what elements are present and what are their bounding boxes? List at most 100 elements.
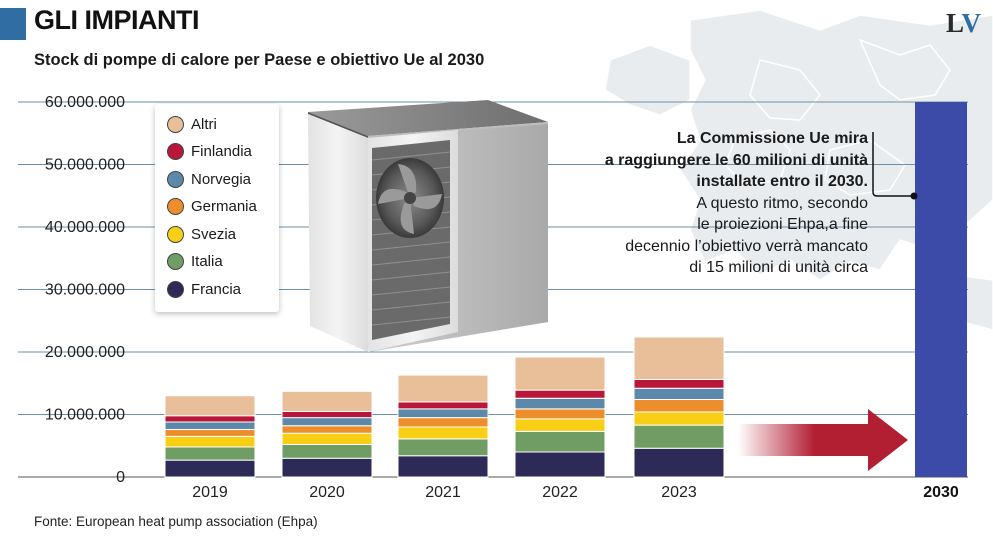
bar-segment-finlandia: [164, 415, 256, 423]
bar-segment-italia: [164, 446, 256, 461]
legend-swatch: [167, 170, 184, 188]
legend-swatch: [167, 115, 184, 133]
x-tick-label: 2020: [309, 484, 345, 501]
annotation-leader-line: [872, 132, 914, 197]
annotation-text: La Commissione Ue mira a raggiungere le …: [538, 128, 868, 279]
legend-item-norvegia: Norvegia: [167, 168, 251, 190]
bar-group-2019: [164, 395, 256, 478]
x-tick-label: 2021: [425, 484, 461, 501]
legend-swatch: [167, 143, 184, 160]
bar-group-2020: [281, 390, 373, 478]
legend-label: Altri: [191, 115, 217, 133]
bar-segment-francia: [281, 457, 373, 478]
y-tick-label: 40.000.000: [45, 219, 125, 236]
bar-segment-norvegia: [397, 408, 489, 419]
legend-label: Norvegia: [191, 170, 252, 188]
source-note: Fonte: European heat pump association (E…: [34, 514, 318, 529]
legend-swatch: [167, 225, 184, 243]
x-tick-label: 2023: [661, 484, 697, 501]
bar-segment-svezia: [281, 432, 373, 445]
logo-letter-v: V: [961, 8, 982, 38]
y-tick-label: 20.000.000: [45, 344, 125, 361]
annotation-line-4: A questo ritmo, secondo: [696, 194, 868, 212]
stacked-bars: [164, 102, 967, 478]
bar-segment-svezia: [633, 411, 725, 426]
legend-item-altri: Altri: [167, 113, 217, 135]
legend-label: Germania: [191, 198, 257, 215]
legend-swatch: [167, 253, 184, 270]
legend-item-francia: Francia: [167, 278, 241, 300]
bar-group-2023: [633, 336, 725, 478]
legend-swatch: [167, 198, 184, 215]
y-axis-ticks: 0 10.000.000 20.000.000 30.000.000 40.000.00…: [45, 94, 125, 486]
title-accent-bar: [0, 8, 26, 40]
annotation-line-5: le proiezioni Ehpa,a fine: [697, 216, 868, 233]
bar-segment-norvegia: [633, 387, 725, 400]
bar-segment-svezia: [164, 435, 256, 448]
bar-segment-germania: [397, 417, 489, 428]
bar-segment-italia: [281, 444, 373, 459]
legend-label: Francia: [191, 280, 242, 298]
annotation-bold-line-3: installate entro il 2030.: [696, 173, 868, 190]
x-tick-label-target: 2030: [923, 484, 959, 501]
bar-segment-norvegia: [514, 397, 606, 410]
bar-segment-francia: [514, 451, 606, 478]
bar-segment-altri: [281, 390, 373, 412]
bar-segment-finlandia: [514, 389, 606, 399]
bar-segment-francia: [164, 459, 256, 478]
legend-swatch: [167, 280, 184, 298]
bar-segment-svezia: [514, 418, 606, 432]
bar-segment-francia: [633, 447, 725, 478]
bar-segment-finlandia: [633, 379, 725, 389]
bar-group-2021: [397, 374, 489, 478]
bar-segment-germania: [281, 425, 373, 434]
legend-item-svezia: Svezia: [167, 223, 236, 245]
bar-segment-altri: [633, 336, 725, 380]
bar-segment-italia: [397, 438, 489, 457]
legend-item-finlandia: Finlandia: [167, 141, 252, 163]
annotation-pointer: [872, 132, 918, 200]
bar-segment-altri: [397, 374, 489, 403]
legend-label: Italia: [191, 253, 223, 270]
y-tick-label: 0: [116, 469, 125, 486]
bar-target-2030: [915, 102, 967, 477]
legend-item-germania: Germania: [167, 196, 257, 218]
bar-segment-altri: [164, 395, 256, 417]
bar-segment-norvegia: [164, 421, 256, 430]
bar-segment-altri: [514, 356, 606, 391]
bar-segment-finlandia: [397, 401, 489, 410]
trend-arrow: [738, 409, 908, 471]
annotation-dot: [910, 192, 918, 200]
annotation-line-6: decennio l’obiettivo verrà mancato: [625, 237, 868, 255]
annotation-bold-line-1: La Commissione Ue mira: [676, 130, 868, 147]
bar-segment-germania: [514, 408, 606, 420]
logo-letter-l: L: [945, 8, 962, 38]
bar-segment-germania: [164, 429, 256, 437]
bar-segment-italia: [514, 430, 606, 453]
x-tick-label: 2019: [192, 484, 228, 501]
bar-segment-finlandia: [281, 410, 373, 419]
y-tick-label: 50.000.000: [45, 157, 125, 174]
legend-label: Finlandia: [191, 143, 252, 160]
annotation-line-7: di 15 milioni di unità circa: [689, 259, 868, 276]
trend-arrow-icon: [738, 409, 908, 471]
heat-pump-unit-icon: [308, 100, 548, 352]
y-tick-label: 30.000.000: [45, 282, 125, 299]
bar-group-2022: [514, 356, 606, 478]
chart-legend: Altri Finlandia Norvegia Germania Svezia Ital…: [155, 104, 279, 312]
x-tick-label: 2022: [542, 484, 578, 501]
y-tick-label: 60.000.000: [45, 94, 125, 111]
publisher-logo: LV: [946, 8, 981, 39]
y-tick-label: 10.000.000: [45, 407, 125, 424]
bar-segment-norvegia: [281, 417, 373, 427]
chart-subtitle: Stock di pompe di calore per Paese e obi…: [34, 51, 485, 69]
legend-label: Svezia: [191, 225, 237, 243]
x-axis-ticks: 2019 2020 2021 2022 2023 2030: [192, 484, 959, 501]
page-title: GLI IMPIANTI: [34, 5, 200, 35]
legend-item-italia: Italia: [167, 251, 223, 273]
bar-segment-francia: [397, 455, 489, 478]
bar-segment-svezia: [397, 426, 489, 440]
